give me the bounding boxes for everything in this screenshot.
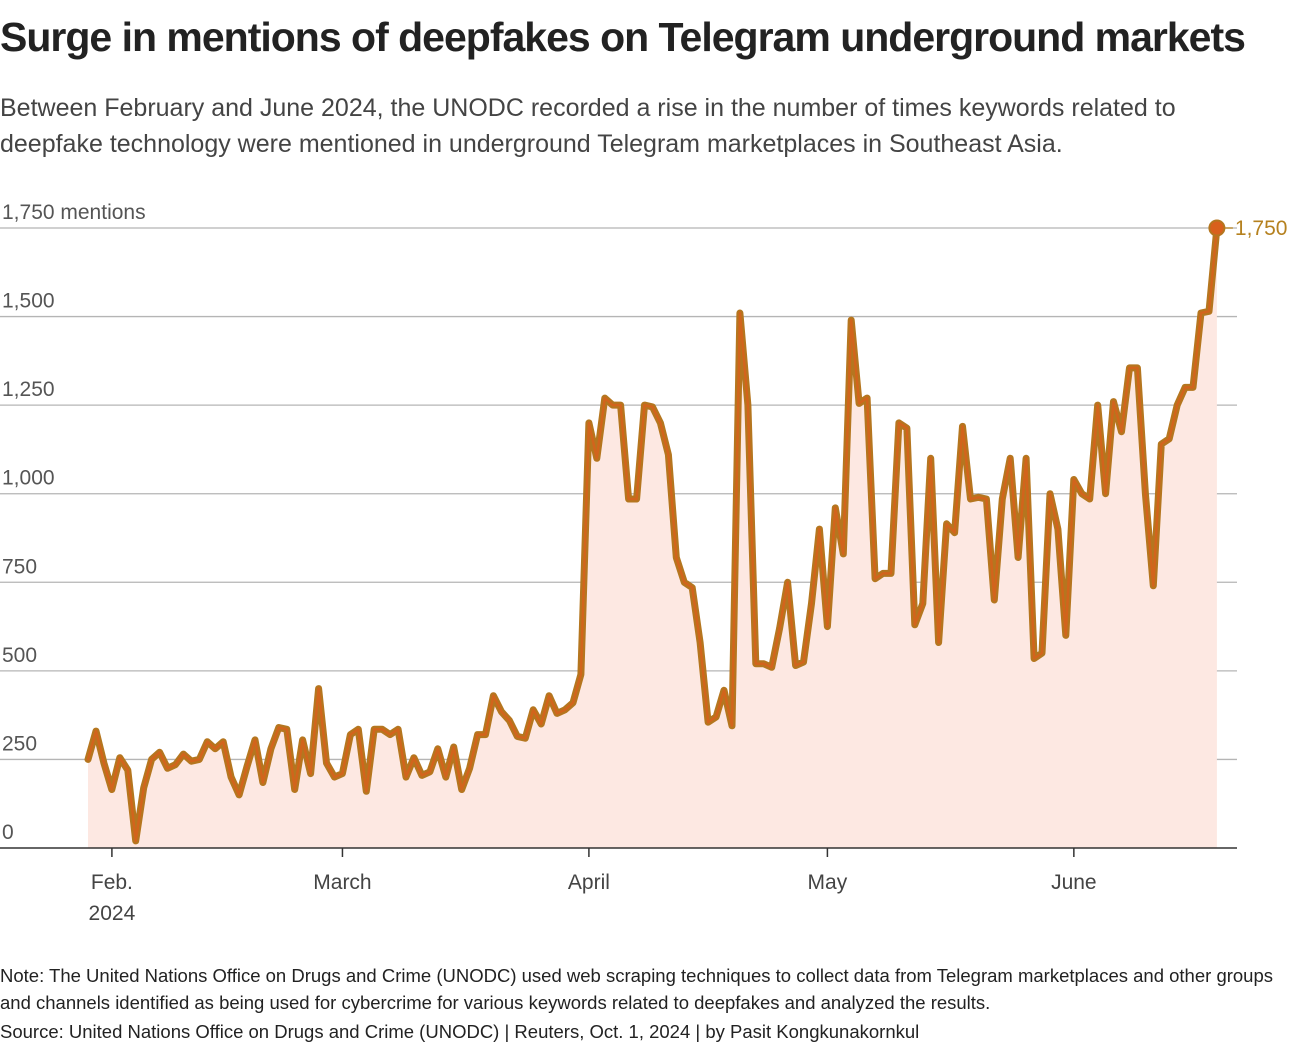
y-tick-label: 1,500 (2, 290, 55, 313)
area-fill (88, 228, 1217, 848)
line-chart: Feb. 2024 March April May June 0 250 500 750 1,00… (0, 201, 1288, 925)
x-tick-label: June (1051, 871, 1097, 894)
end-point-marker (1208, 219, 1226, 237)
y-tick-label: 0 (2, 821, 14, 844)
end-value-label: 1,750 (1235, 217, 1288, 240)
end-annotation: 1,750 (1208, 217, 1288, 240)
y-tick-label: 500 (2, 644, 37, 667)
x-tick-label: Feb. (91, 871, 133, 894)
y-tick-label: 1,000 (2, 467, 55, 490)
x-axis: Feb. 2024 March April May June (89, 848, 1097, 925)
x-tick-label: May (808, 871, 848, 894)
y-tick-label: 1,250 (2, 378, 55, 401)
chart-subtitle: Between February and June 2024, the UNOD… (0, 94, 1176, 158)
y-tick-label: 250 (2, 732, 37, 755)
chart-title: Surge in mentions of deepfakes on Telegr… (0, 14, 1246, 60)
y-tick-label: 750 (2, 555, 37, 578)
x-tick-label: April (568, 871, 610, 894)
y-axis: 0 250 500 750 1,000 1,250 1,500 1,750 mentions (2, 201, 146, 844)
chart-note: Note: The United Nations Office on Drugs… (0, 965, 1274, 1013)
x-tick-label: March (313, 871, 371, 894)
chart-source: Source: United Nations Office on Drugs a… (0, 1021, 920, 1042)
y-tick-label: 1,750 mentions (2, 201, 146, 224)
x-tick-sublabel: 2024 (89, 902, 136, 925)
series-line-highlight (86, 226, 1219, 843)
